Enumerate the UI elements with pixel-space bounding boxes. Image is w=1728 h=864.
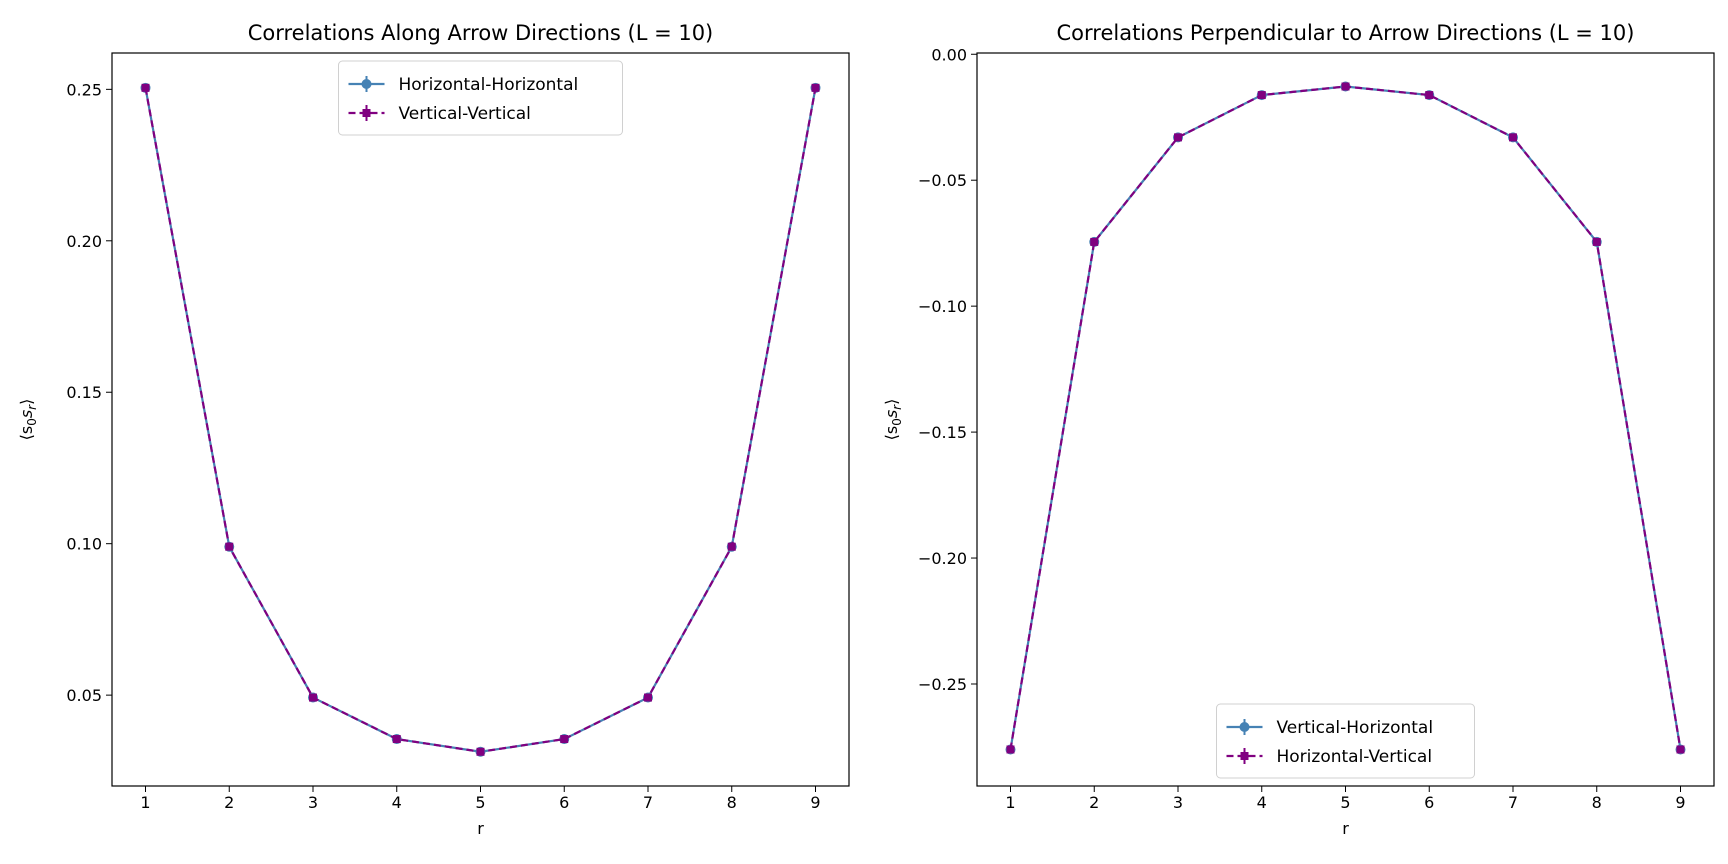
legend: Horizontal-Horizontal Vertical-Vertical [338, 60, 623, 136]
legend: Vertical-Horizontal Horizontal-Vertical [1216, 703, 1475, 779]
data-point [141, 83, 150, 92]
x-tick-label: 2 [224, 793, 234, 812]
x-tick-label: 6 [1424, 793, 1434, 812]
x-tick-label: 1 [140, 793, 150, 812]
x-tick-label: 4 [392, 793, 402, 812]
data-point [1592, 237, 1601, 246]
legend-marker [1239, 722, 1250, 732]
axes-frame [111, 52, 850, 787]
legend-entry-2: Horizontal-Vertical [1226, 747, 1433, 767]
series-line [1009, 85, 1682, 750]
y-tick-label: 0.10 [66, 535, 102, 554]
y-axis-label-part: 0 [25, 418, 39, 426]
series-1 [140, 82, 821, 757]
x-axis-label: r [477, 819, 484, 838]
data-point [727, 542, 736, 551]
x-tick-label: 3 [1173, 793, 1183, 812]
data-point [1425, 91, 1434, 100]
series-2 [141, 83, 820, 756]
y-tick-label: 0.15 [66, 383, 102, 402]
chart-panel-1: Correlations Along Arrow Directions (L =… [17, 21, 850, 838]
chart-panel-2: Correlations Perpendicular to Arrow Dire… [882, 21, 1715, 838]
series-line [144, 87, 817, 753]
x-tick-label: 8 [727, 793, 737, 812]
y-axis-label-part: s [882, 410, 901, 418]
data-point [1509, 133, 1517, 142]
legend-marker [1240, 752, 1249, 760]
x-tick-label: 5 [475, 793, 485, 812]
data-point [1257, 91, 1266, 100]
y-tick-label: −0.05 [918, 171, 967, 190]
x-tick-label: 1 [1005, 793, 1015, 812]
x-tick-label: 4 [1257, 793, 1267, 812]
data-point [1090, 237, 1099, 246]
x-tick-label: 2 [1089, 793, 1099, 812]
y-axis-label-part: r [25, 404, 39, 410]
y-tick-label: −0.15 [918, 423, 967, 442]
x-tick-label: 5 [1340, 793, 1350, 812]
y-axis-label-part: 0 [890, 418, 904, 426]
series-line [144, 87, 817, 753]
series-line [1009, 85, 1682, 750]
y-tick-label: 0.20 [66, 232, 102, 251]
data-point [476, 747, 485, 756]
legend-entry-1: Horizontal-Horizontal [348, 75, 579, 95]
y-axis-label-part: ⟩ [882, 399, 901, 405]
data-point [225, 542, 234, 551]
x-tick-label: 9 [1675, 793, 1685, 812]
legend-label: Vertical-Horizontal [1277, 718, 1434, 738]
y-axis-label-part: ⟩ [17, 399, 36, 405]
data-point [560, 735, 569, 744]
data-point [1341, 82, 1350, 91]
chart-title: Correlations Along Arrow Directions (L =… [248, 21, 714, 45]
chart-title: Correlations Perpendicular to Arrow Dire… [1057, 21, 1635, 45]
legend-box [338, 60, 623, 136]
data-point [392, 735, 401, 744]
legend-marker [362, 109, 371, 117]
x-tick-label: 7 [643, 793, 653, 812]
legend-box [1216, 703, 1475, 779]
y-axis-label: ⟨s0sr⟩ [882, 399, 904, 441]
y-axis-label: ⟨s0sr⟩ [17, 399, 39, 441]
y-axis-label-part: r [890, 404, 904, 410]
legend-entry-1: Vertical-Horizontal [1226, 718, 1434, 738]
data-point [811, 83, 820, 92]
legend-label: Horizontal-Horizontal [399, 75, 579, 95]
legend-label: Vertical-Vertical [399, 104, 531, 124]
y-tick-label: 0.25 [66, 80, 102, 99]
x-tick-label: 3 [308, 793, 318, 812]
data-point [1676, 745, 1685, 754]
x-tick-label: 9 [810, 793, 820, 812]
data-point [1006, 745, 1015, 754]
y-tick-label: −0.25 [918, 675, 967, 694]
data-point [1174, 133, 1182, 142]
y-tick-label: −0.10 [918, 297, 967, 316]
x-tick-label: 8 [1592, 793, 1602, 812]
x-tick-label: 7 [1508, 793, 1518, 812]
axes-frame [976, 52, 1715, 787]
y-axis-label-part: ⟨s [17, 426, 36, 441]
x-tick-label: 6 [559, 793, 569, 812]
legend-entry-2: Vertical-Vertical [348, 104, 531, 124]
series-1 [1005, 81, 1686, 755]
y-axis-label-part: ⟨s [882, 426, 901, 441]
y-tick-label: 0.00 [931, 45, 967, 64]
legend-label: Horizontal-Vertical [1277, 747, 1433, 767]
y-tick-label: 0.05 [66, 686, 102, 705]
y-axis-label-part: s [17, 410, 36, 418]
y-tick-label: −0.20 [918, 549, 967, 568]
data-point [644, 693, 652, 702]
legend-marker [361, 79, 372, 89]
data-point [309, 693, 317, 702]
series-2 [1006, 82, 1685, 754]
x-axis-label: r [1342, 819, 1349, 838]
